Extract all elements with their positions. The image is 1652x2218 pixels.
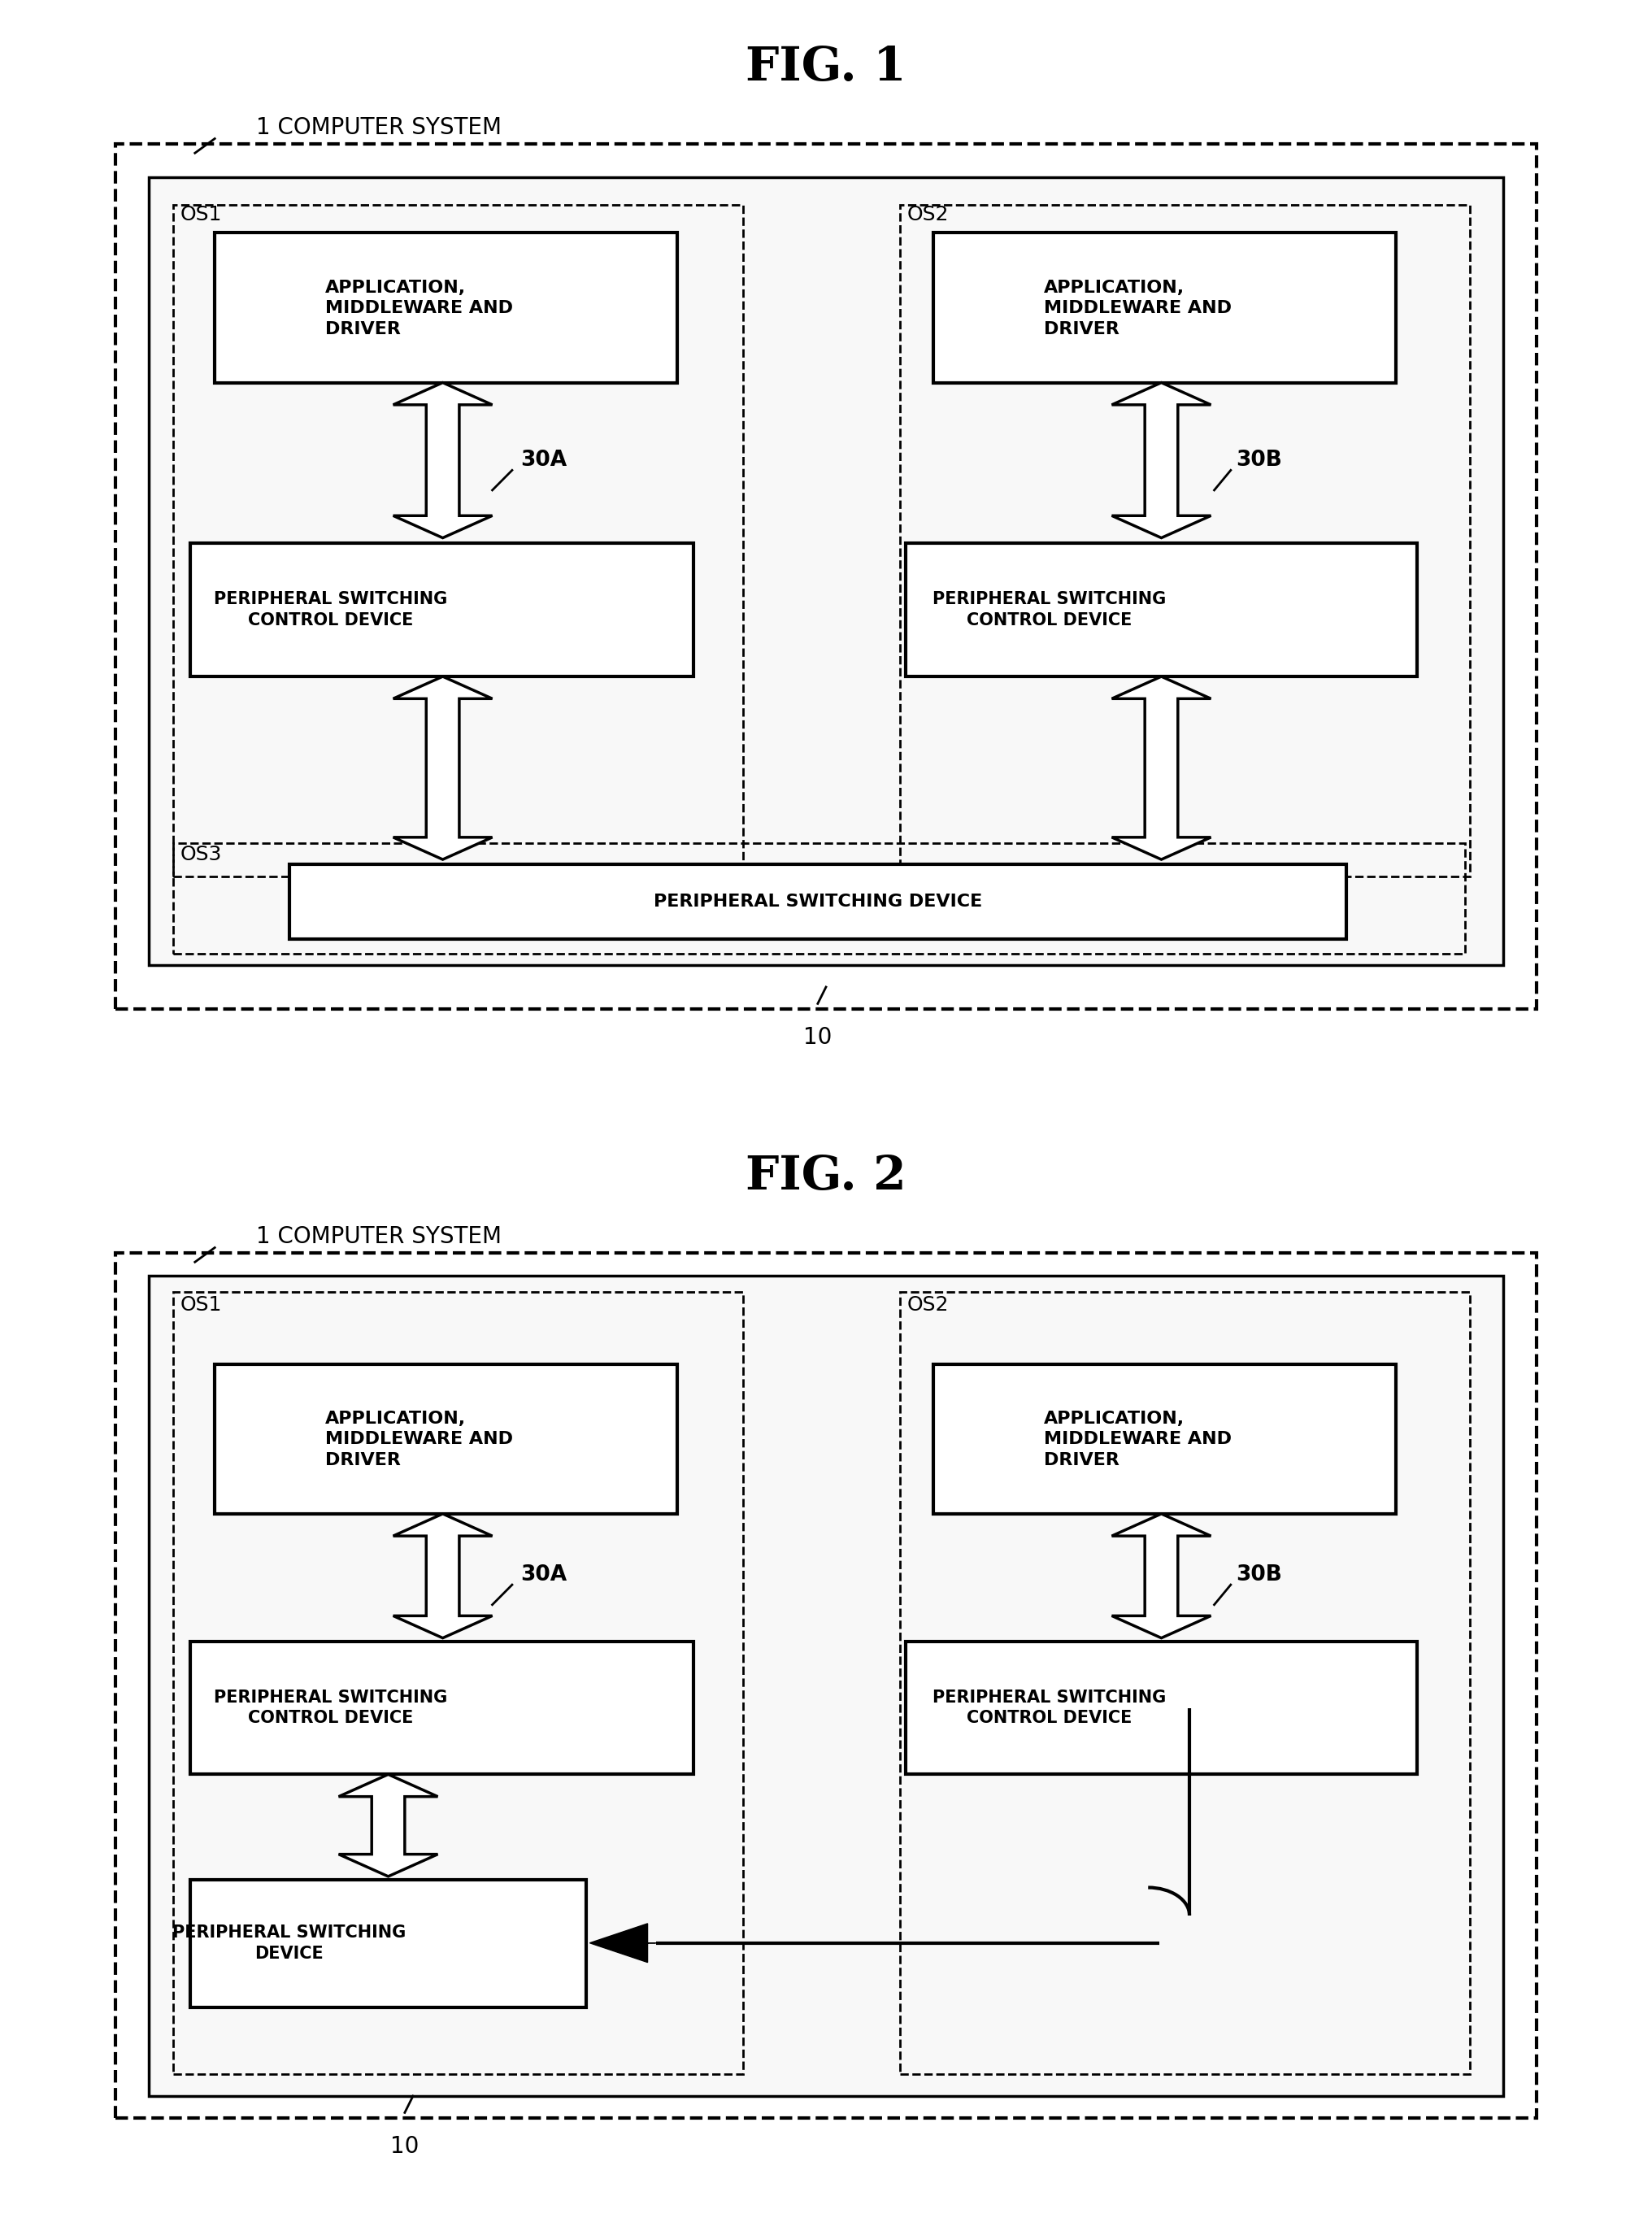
Text: 10: 10: [390, 2134, 420, 2158]
Bar: [215, 1364, 677, 1513]
Bar: [173, 206, 743, 876]
Bar: [190, 543, 694, 676]
Text: APPLICATION,
MIDDLEWARE AND
DRIVER: APPLICATION, MIDDLEWARE AND DRIVER: [325, 279, 514, 337]
Text: APPLICATION,
MIDDLEWARE AND
DRIVER: APPLICATION, MIDDLEWARE AND DRIVER: [1044, 1411, 1232, 1468]
Polygon shape: [1112, 381, 1211, 537]
Text: PERIPHERAL SWITCHING
CONTROL DEVICE: PERIPHERAL SWITCHING CONTROL DEVICE: [932, 1690, 1166, 1726]
Text: 30B: 30B: [1236, 1564, 1282, 1586]
Bar: [190, 1641, 694, 1774]
Text: OS1: OS1: [180, 206, 221, 224]
Text: PERIPHERAL SWITCHING
DEVICE: PERIPHERAL SWITCHING DEVICE: [172, 1925, 406, 1961]
Text: PERIPHERAL SWITCHING
CONTROL DEVICE: PERIPHERAL SWITCHING CONTROL DEVICE: [213, 592, 448, 628]
Bar: [116, 1253, 1536, 2118]
Text: PERIPHERAL SWITCHING DEVICE: PERIPHERAL SWITCHING DEVICE: [654, 894, 981, 909]
Text: OS2: OS2: [907, 206, 948, 224]
Bar: [900, 206, 1470, 876]
Text: 10: 10: [803, 1025, 833, 1049]
Bar: [905, 543, 1417, 676]
Polygon shape: [393, 381, 492, 537]
Bar: [215, 233, 677, 381]
Text: PERIPHERAL SWITCHING
CONTROL DEVICE: PERIPHERAL SWITCHING CONTROL DEVICE: [213, 1690, 448, 1726]
Polygon shape: [393, 1513, 492, 1637]
Text: 30B: 30B: [1236, 450, 1282, 470]
Bar: [116, 144, 1536, 1009]
Bar: [173, 1291, 743, 2074]
Text: 1 COMPUTER SYSTEM: 1 COMPUTER SYSTEM: [256, 1224, 502, 1249]
Bar: [173, 843, 1465, 954]
Bar: [289, 865, 1346, 940]
Bar: [905, 1641, 1417, 1774]
Polygon shape: [1112, 676, 1211, 858]
Bar: [149, 1275, 1503, 2096]
Bar: [149, 177, 1503, 965]
FancyArrow shape: [590, 1923, 656, 1963]
Text: OS3: OS3: [180, 845, 221, 865]
Text: APPLICATION,
MIDDLEWARE AND
DRIVER: APPLICATION, MIDDLEWARE AND DRIVER: [325, 1411, 514, 1468]
Text: PERIPHERAL SWITCHING
CONTROL DEVICE: PERIPHERAL SWITCHING CONTROL DEVICE: [932, 592, 1166, 628]
Text: 1 COMPUTER SYSTEM: 1 COMPUTER SYSTEM: [256, 115, 502, 140]
Bar: [190, 1881, 586, 2007]
Polygon shape: [1112, 1513, 1211, 1637]
Text: OS2: OS2: [907, 1295, 948, 1315]
Text: 30A: 30A: [520, 1564, 567, 1586]
Text: 30A: 30A: [520, 450, 567, 470]
Bar: [933, 1364, 1396, 1513]
Text: OS1: OS1: [180, 1295, 221, 1315]
Text: FIG. 2: FIG. 2: [745, 1153, 907, 1200]
Text: FIG. 1: FIG. 1: [745, 44, 907, 91]
Bar: [900, 1291, 1470, 2074]
Polygon shape: [339, 1774, 438, 1876]
Polygon shape: [393, 676, 492, 858]
Bar: [933, 233, 1396, 381]
Text: APPLICATION,
MIDDLEWARE AND
DRIVER: APPLICATION, MIDDLEWARE AND DRIVER: [1044, 279, 1232, 337]
